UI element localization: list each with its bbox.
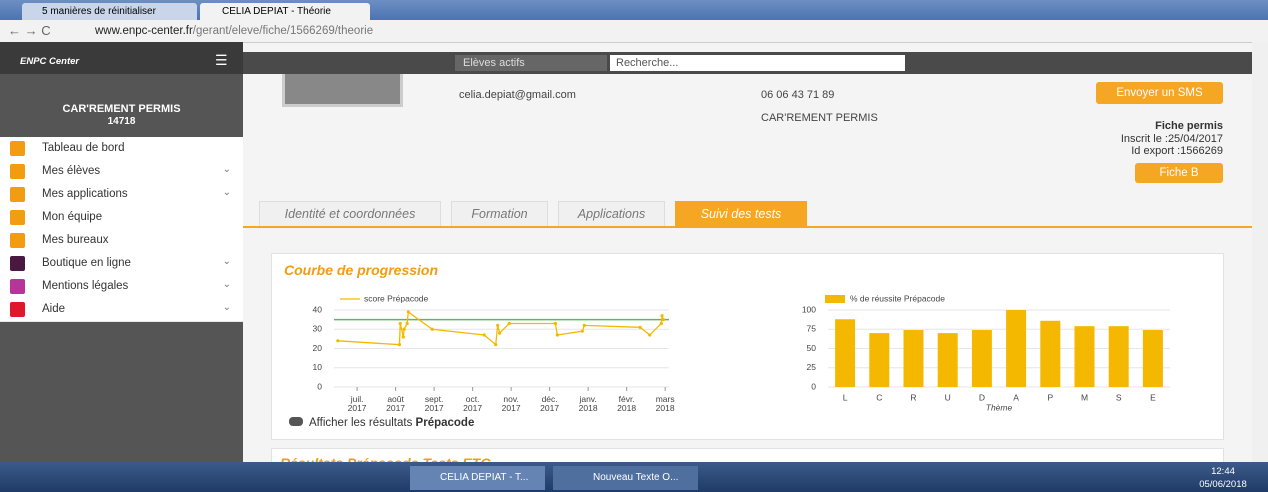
bar: [972, 330, 992, 387]
taskbar-item[interactable]: Nouveau Texte O...: [553, 466, 698, 490]
y-tick-label: 20: [313, 343, 323, 353]
x-tick-label: nov. 2017: [494, 395, 528, 413]
x-tick-label: D: [979, 392, 985, 402]
y-tick-label: 25: [807, 362, 817, 372]
x-tick-label: mars 2018: [648, 395, 682, 413]
x-tick-label: M: [1081, 392, 1088, 402]
point: [662, 318, 665, 321]
clock-date: 05/06/2018: [1198, 479, 1248, 490]
bar: [904, 330, 924, 387]
bar: [1006, 310, 1026, 387]
y-tick-label: 0: [811, 381, 816, 391]
point: [583, 324, 586, 327]
x-tick-label: P: [1047, 392, 1053, 402]
charts: 0 10 20 30 40 score Prépacode 0 25 50 75 100 L C R U D A…: [0, 0, 1268, 462]
y-tick-label: 40: [313, 304, 323, 314]
point: [498, 332, 501, 335]
point: [660, 322, 663, 325]
point: [406, 322, 409, 325]
x-tick-label: A: [1013, 392, 1019, 402]
legend-label: % de réussite Prépacode: [850, 293, 945, 303]
clock-time: 12:44: [1198, 466, 1248, 477]
y-tick-label: 100: [802, 304, 816, 314]
taskbar-item[interactable]: CELIA DEPIAT - T...: [410, 466, 545, 490]
point: [398, 343, 401, 346]
y-tick-label: 0: [317, 381, 322, 391]
point: [494, 343, 497, 346]
x-tick-label: août 2017: [379, 395, 413, 413]
x-tick-label: C: [876, 392, 882, 402]
point: [496, 324, 499, 327]
x-tick-label: févr. 2018: [610, 395, 644, 413]
point: [660, 314, 663, 317]
point: [556, 333, 559, 336]
bar: [869, 333, 889, 387]
x-tick-label: R: [910, 392, 916, 402]
point: [554, 322, 557, 325]
line-series: [338, 312, 663, 345]
bar: [938, 333, 958, 387]
point: [508, 322, 511, 325]
page: 5 manières de réinitialiser CELIA DEPIAT…: [0, 0, 1268, 492]
x-tick-label: déc. 2017: [533, 395, 567, 413]
x-axis-label: Thème: [986, 402, 1013, 412]
x-tick-label: E: [1150, 392, 1156, 402]
y-tick-label: 10: [313, 362, 323, 372]
point: [639, 326, 642, 329]
point: [399, 322, 402, 325]
y-tick-label: 50: [807, 343, 817, 353]
x-tick-label: L: [843, 392, 848, 402]
legend-label: score Prépacode: [364, 293, 429, 303]
x-tick-label: janv. 2018: [571, 395, 605, 413]
x-tick-label: U: [945, 392, 951, 402]
bar: [835, 319, 855, 387]
bar: [1040, 321, 1060, 387]
x-tick-label: sept. 2017: [417, 395, 451, 413]
bar: [1075, 326, 1095, 387]
legend-swatch: [825, 295, 845, 303]
point: [581, 330, 584, 333]
point: [407, 310, 410, 313]
x-tick-label: oct. 2017: [456, 395, 490, 413]
point: [402, 335, 405, 338]
x-tick-label: juil. 2017: [340, 395, 374, 413]
bar: [1143, 330, 1163, 387]
x-tick-label: S: [1116, 392, 1122, 402]
point: [336, 339, 339, 342]
y-tick-label: 75: [807, 324, 817, 334]
point: [648, 333, 651, 336]
point: [431, 328, 434, 331]
point: [402, 328, 405, 331]
y-tick-label: 30: [313, 324, 323, 334]
point: [483, 333, 486, 336]
bar: [1109, 326, 1129, 387]
